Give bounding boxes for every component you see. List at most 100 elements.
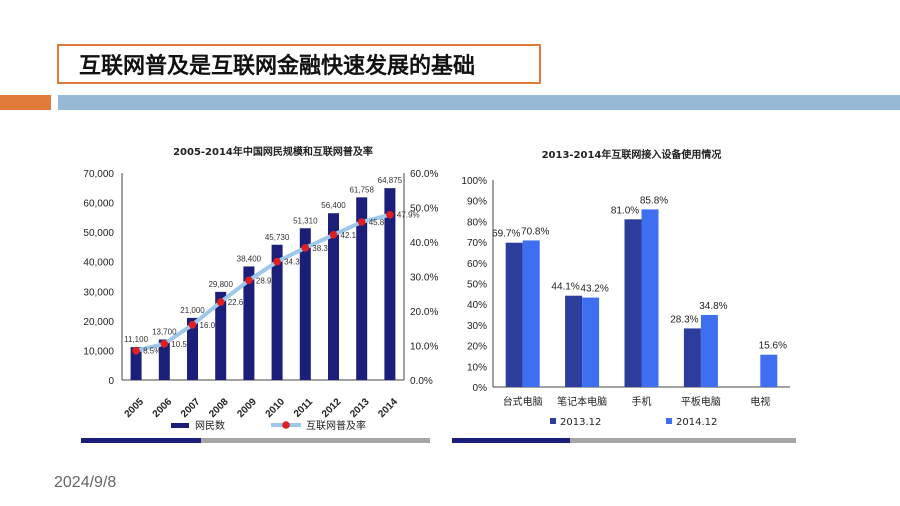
chart2-y-tick: 70% <box>467 238 487 249</box>
chart2-bar-label: 69.7% <box>492 229 520 240</box>
chart1-y2-tick: 60.0% <box>410 169 438 180</box>
chart2-bottom-band-dark <box>452 438 570 443</box>
chart1-x-tick: 2006 <box>151 396 175 420</box>
chart1-y-tick: 0 <box>108 376 114 387</box>
chart1-y-tick: 20,000 <box>83 317 114 328</box>
chart1-x-tick: 2005 <box>123 396 147 420</box>
chart1-legend-swatch-marker <box>282 421 290 429</box>
chart1-bar-label: 21,000 <box>180 306 205 315</box>
chart1-x-tick: 2007 <box>179 396 203 420</box>
chart1-y2-tick: 30.0% <box>410 273 438 284</box>
chart1-rate-label: 38.3 <box>312 244 328 253</box>
chart2-x-tick: 平板电脑 <box>681 395 721 408</box>
chart1-rate-label: 16.0 <box>200 321 216 330</box>
chart2-bar <box>624 219 642 387</box>
chart2-bar-label: 43.2% <box>580 284 608 295</box>
chart1-x-tick: 2011 <box>292 396 315 419</box>
chart1-y-tick: 40,000 <box>83 258 114 269</box>
chart2-bar-label: 85.8% <box>640 195 668 206</box>
chart1-y-tick: 70,000 <box>83 169 114 180</box>
accent-bar-orange <box>0 95 51 110</box>
chart1-bottom-band-dark <box>81 438 201 443</box>
chart1-legend-line: 互联网普及率 <box>306 419 366 432</box>
chart1-bar-label: 51,310 <box>293 216 318 225</box>
chart2-legend-swatch-2014 <box>666 418 672 424</box>
accent-bar-blue <box>58 95 900 110</box>
chart2-bar <box>522 240 540 387</box>
chart1-bar <box>187 317 198 380</box>
chart1-bar <box>384 188 396 380</box>
chart1-bar <box>356 197 368 380</box>
chart1-bar <box>158 339 170 380</box>
chart1-bar <box>130 347 142 380</box>
chart1-bar-label: 56,400 <box>321 201 346 210</box>
chart1-bar <box>328 213 339 380</box>
chart1-y-tick: 50,000 <box>83 228 114 239</box>
chart1-y-tick: 60,000 <box>83 199 114 210</box>
chart1-rate-label: 8.5% <box>143 347 161 356</box>
chart1-x-tick: 2009 <box>235 396 259 420</box>
chart1-rate-point <box>132 346 140 355</box>
chart2-bar <box>565 295 583 387</box>
chart2-legend-2013: 2013.12 <box>560 417 601 428</box>
chart1-bar-label: 61,758 <box>349 185 374 194</box>
chart2-bar <box>582 297 600 387</box>
chart2-bar <box>700 314 718 387</box>
chart2-bar-label: 81.0% <box>611 205 639 216</box>
chart1-y2-tick: 0.0% <box>410 376 433 387</box>
chart2-bottom-band-gray <box>570 438 796 443</box>
chart2-bar-label: 70.8% <box>521 226 549 237</box>
chart1-rate-label: 47.9% <box>397 211 420 220</box>
chart1-bar-label: 29,800 <box>208 280 233 289</box>
chart1-rate-label: 28.9 <box>256 276 272 285</box>
chart1-rate-point <box>160 339 169 348</box>
chart1-rate-point <box>273 257 281 266</box>
slide-date: 2024/9/8 <box>54 474 117 491</box>
chart1-rate-label: 34.3 <box>284 258 300 267</box>
chart1-rate-label: 45.8 <box>369 218 385 227</box>
chart2-bar-label: 44.1% <box>551 282 579 293</box>
chart2-title: 2013-2014年互联网接入设备使用情况 <box>542 148 722 161</box>
chart2-bar <box>760 354 778 387</box>
chart1-y-tick: 10,000 <box>83 346 114 357</box>
chart2-bar <box>641 209 659 387</box>
chart1-x-tick: 2014 <box>376 396 400 420</box>
chart2-y-tick: 80% <box>467 217 487 228</box>
chart1-y2-tick: 40.0% <box>410 238 438 249</box>
chart1-rate-point <box>357 218 366 226</box>
chart1-y2-tick: 50.0% <box>410 204 438 215</box>
chart1-bar <box>215 291 227 380</box>
chart1-bar-label: 38,400 <box>237 254 262 263</box>
chart2-y-tick: 50% <box>467 280 487 291</box>
chart2-y-tick: 40% <box>467 300 487 311</box>
chart2-y-tick: 100% <box>461 176 487 187</box>
chart1-bar-label: 11,100 <box>124 335 148 344</box>
chart2-legend-2014: 2014.12 <box>676 417 717 428</box>
chart1-rate-label: 42.1 <box>341 231 357 240</box>
chart1-rate-point <box>329 230 338 239</box>
chart2-x-tick: 笔记本电脑 <box>557 395 607 408</box>
chart2-legend-swatch-2013 <box>550 418 556 424</box>
chart2-y-tick: 10% <box>467 362 487 373</box>
slide-title: 互联网普及是互联网金融快速发展的基础 <box>57 44 541 84</box>
chart2-bar <box>683 328 701 387</box>
chart2-x-tick: 电视 <box>750 395 770 408</box>
chart1-y2-tick: 20.0% <box>410 307 438 318</box>
chart1-x-tick: 2008 <box>207 396 231 420</box>
chart2-bar <box>505 242 523 387</box>
chart1-bottom-band-gray <box>201 438 430 443</box>
chart2-y-tick: 90% <box>467 197 487 208</box>
chart1-rate-point <box>216 298 225 306</box>
chart2-bar-label: 34.8% <box>699 301 727 312</box>
chart1-rate-point <box>245 276 253 285</box>
chart2-bar-label: 15.6% <box>759 341 787 352</box>
chart1-rate-point <box>386 210 394 219</box>
chart1-bar <box>299 228 311 380</box>
chart1-rate-point <box>301 244 310 252</box>
chart1-bar <box>243 266 255 380</box>
chart2-y-tick: 60% <box>467 259 487 270</box>
chart1-y2-tick: 10.0% <box>410 342 438 353</box>
chart1-x-tick: 2013 <box>348 396 372 420</box>
chart1-rate-point <box>188 321 197 329</box>
